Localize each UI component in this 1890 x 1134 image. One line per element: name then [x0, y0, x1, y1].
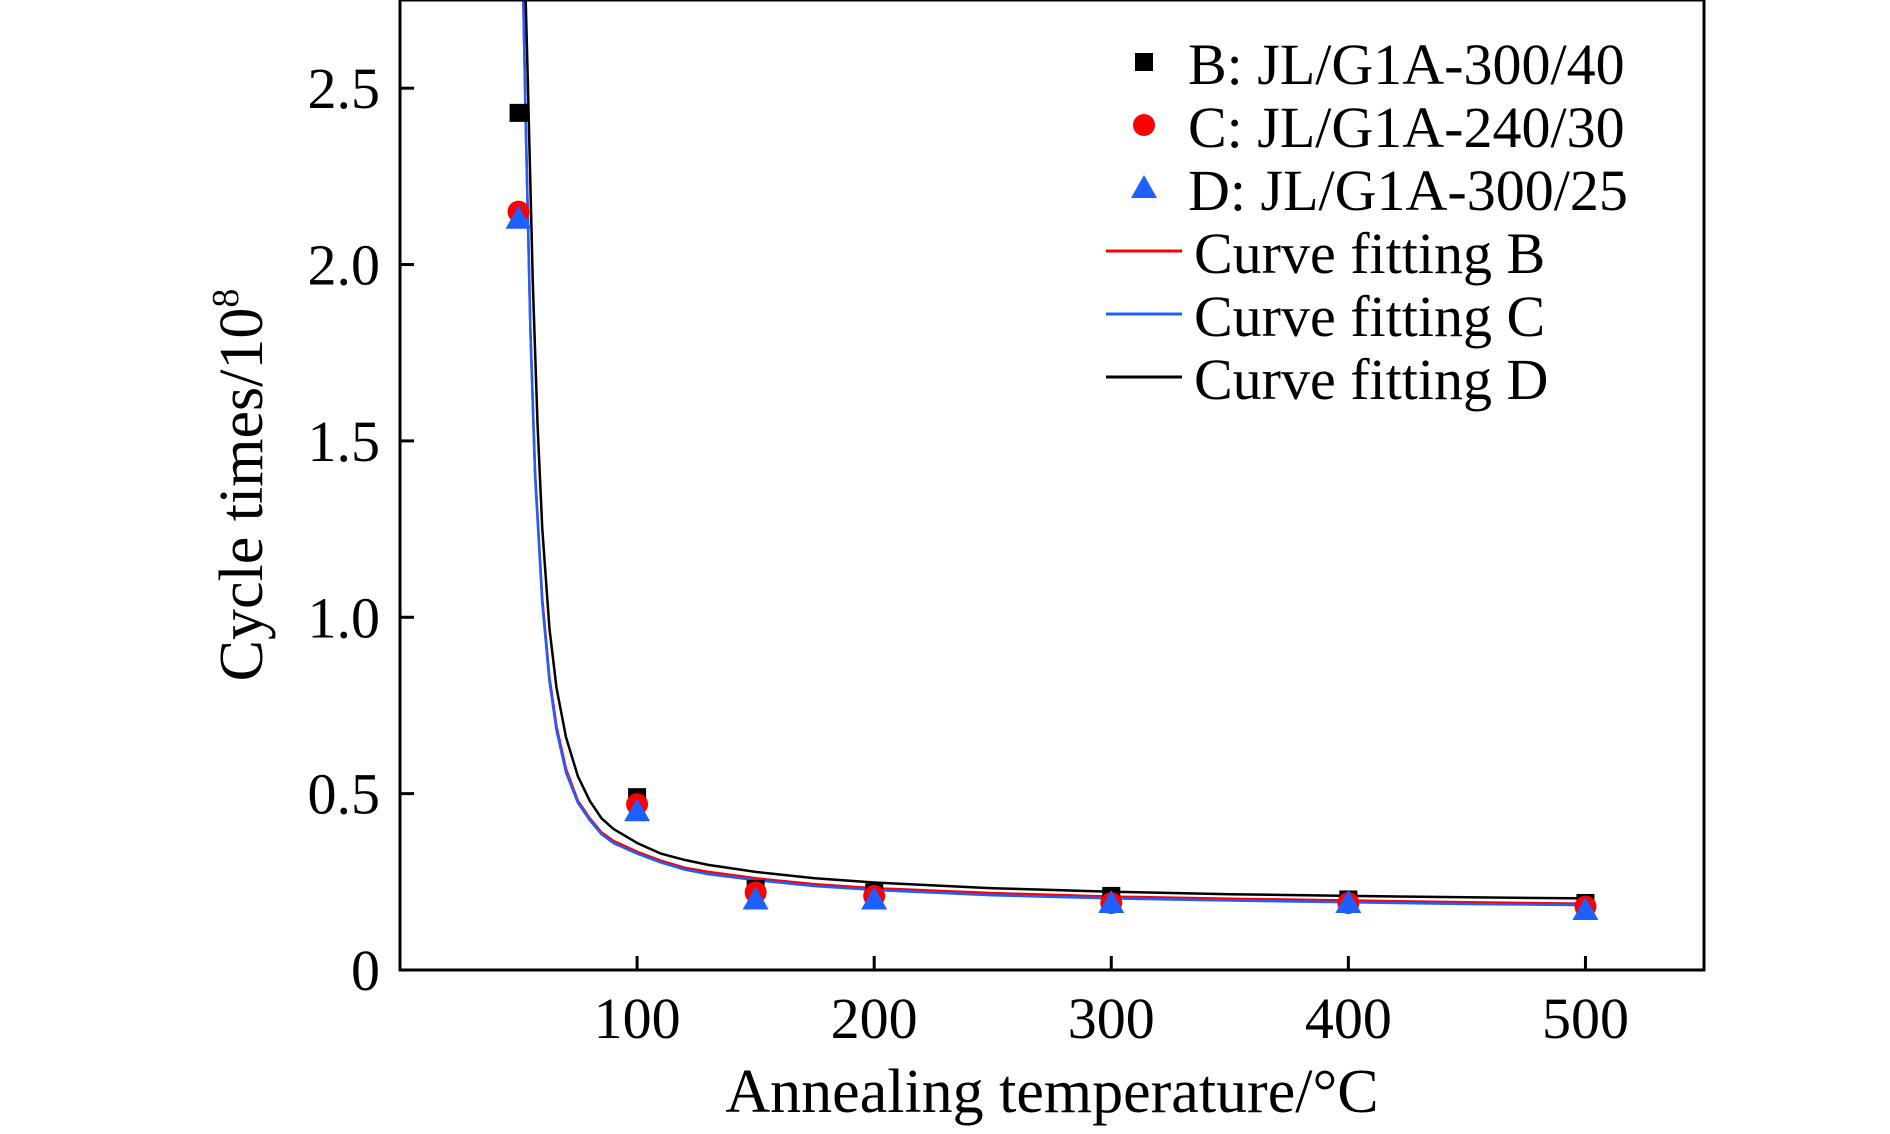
point-d-jl-g1a-300-25-150	[742, 886, 769, 910]
legend-label-d-jl-g1a-300-25: D: JL/G1A-300/25	[1188, 158, 1628, 223]
y-tick-label-2: 2.0	[308, 233, 381, 298]
legend-item-curve-fitting-c: Curve fitting C	[1106, 284, 1545, 349]
point-d-jl-g1a-300-25-50	[505, 205, 532, 229]
legend-item-b-jl-g1a-300-40: B: JL/G1A-300/40	[1135, 32, 1625, 97]
legend-item-c-jl-g1a-240-30: C: JL/G1A-240/30	[1133, 95, 1625, 160]
y-axis-title-exponent: 8	[205, 289, 247, 308]
legend-label-curve-fitting-c: Curve fitting C	[1194, 284, 1545, 349]
legend-symbol-d-jl-g1a-300-25	[1131, 175, 1157, 198]
point-b-jl-g1a-300-40-50	[509, 103, 528, 122]
y-tick-label-2-5: 2.5	[308, 56, 381, 121]
legend-label-c-jl-g1a-240-30: C: JL/G1A-240/30	[1188, 95, 1625, 160]
y-axis-title-main: Cycle times/10	[208, 308, 276, 682]
legend: B: JL/G1A-300/40C: JL/G1A-240/30D: JL/G1…	[1106, 32, 1628, 412]
point-d-jl-g1a-300-25-300	[1098, 889, 1125, 913]
x-tick-label-100: 100	[594, 986, 681, 1051]
x-tick-label-300: 300	[1068, 986, 1155, 1051]
x-tick-label-200: 200	[831, 986, 918, 1051]
plot-area-frame	[398, 0, 1706, 972]
legend-label-curve-fitting-d: Curve fitting D	[1194, 347, 1548, 412]
y-tick-label-1: 1.0	[308, 585, 381, 650]
point-d-jl-g1a-300-25-200	[861, 886, 888, 910]
y-tick-label-0-5: 0.5	[308, 762, 381, 827]
legend-label-b-jl-g1a-300-40: B: JL/G1A-300/40	[1188, 32, 1625, 97]
data-points	[505, 103, 1599, 921]
x-axis-title: Annealing temperature/°C	[725, 1058, 1378, 1126]
x-tick-label-400: 400	[1305, 986, 1392, 1051]
point-d-jl-g1a-300-25-400	[1335, 889, 1362, 913]
legend-label-curve-fitting-b: Curve fitting B	[1194, 221, 1545, 286]
series-d-jl-g1a-300-25	[505, 205, 1599, 921]
legend-symbol-c-jl-g1a-240-30	[1133, 114, 1155, 136]
legend-item-curve-fitting-b: Curve fitting B	[1106, 221, 1545, 286]
legend-item-d-jl-g1a-300-25: D: JL/G1A-300/25	[1131, 158, 1628, 223]
x-tick-label-500: 500	[1542, 986, 1629, 1051]
y-tick-label-1-5: 1.5	[308, 409, 381, 474]
y-axis-title: Cycle times/108	[205, 289, 276, 682]
point-d-jl-g1a-300-25-100	[624, 798, 651, 822]
tick-labels: 100 200 300 400 500 0 0.5 1.0 1.5 2.0 2.5	[308, 56, 1629, 1051]
point-d-jl-g1a-300-25-500	[1572, 897, 1599, 921]
legend-symbol-b-jl-g1a-300-40	[1135, 53, 1153, 71]
legend-item-curve-fitting-d: Curve fitting D	[1106, 347, 1548, 412]
y-tick-label-0: 0	[351, 938, 380, 1003]
